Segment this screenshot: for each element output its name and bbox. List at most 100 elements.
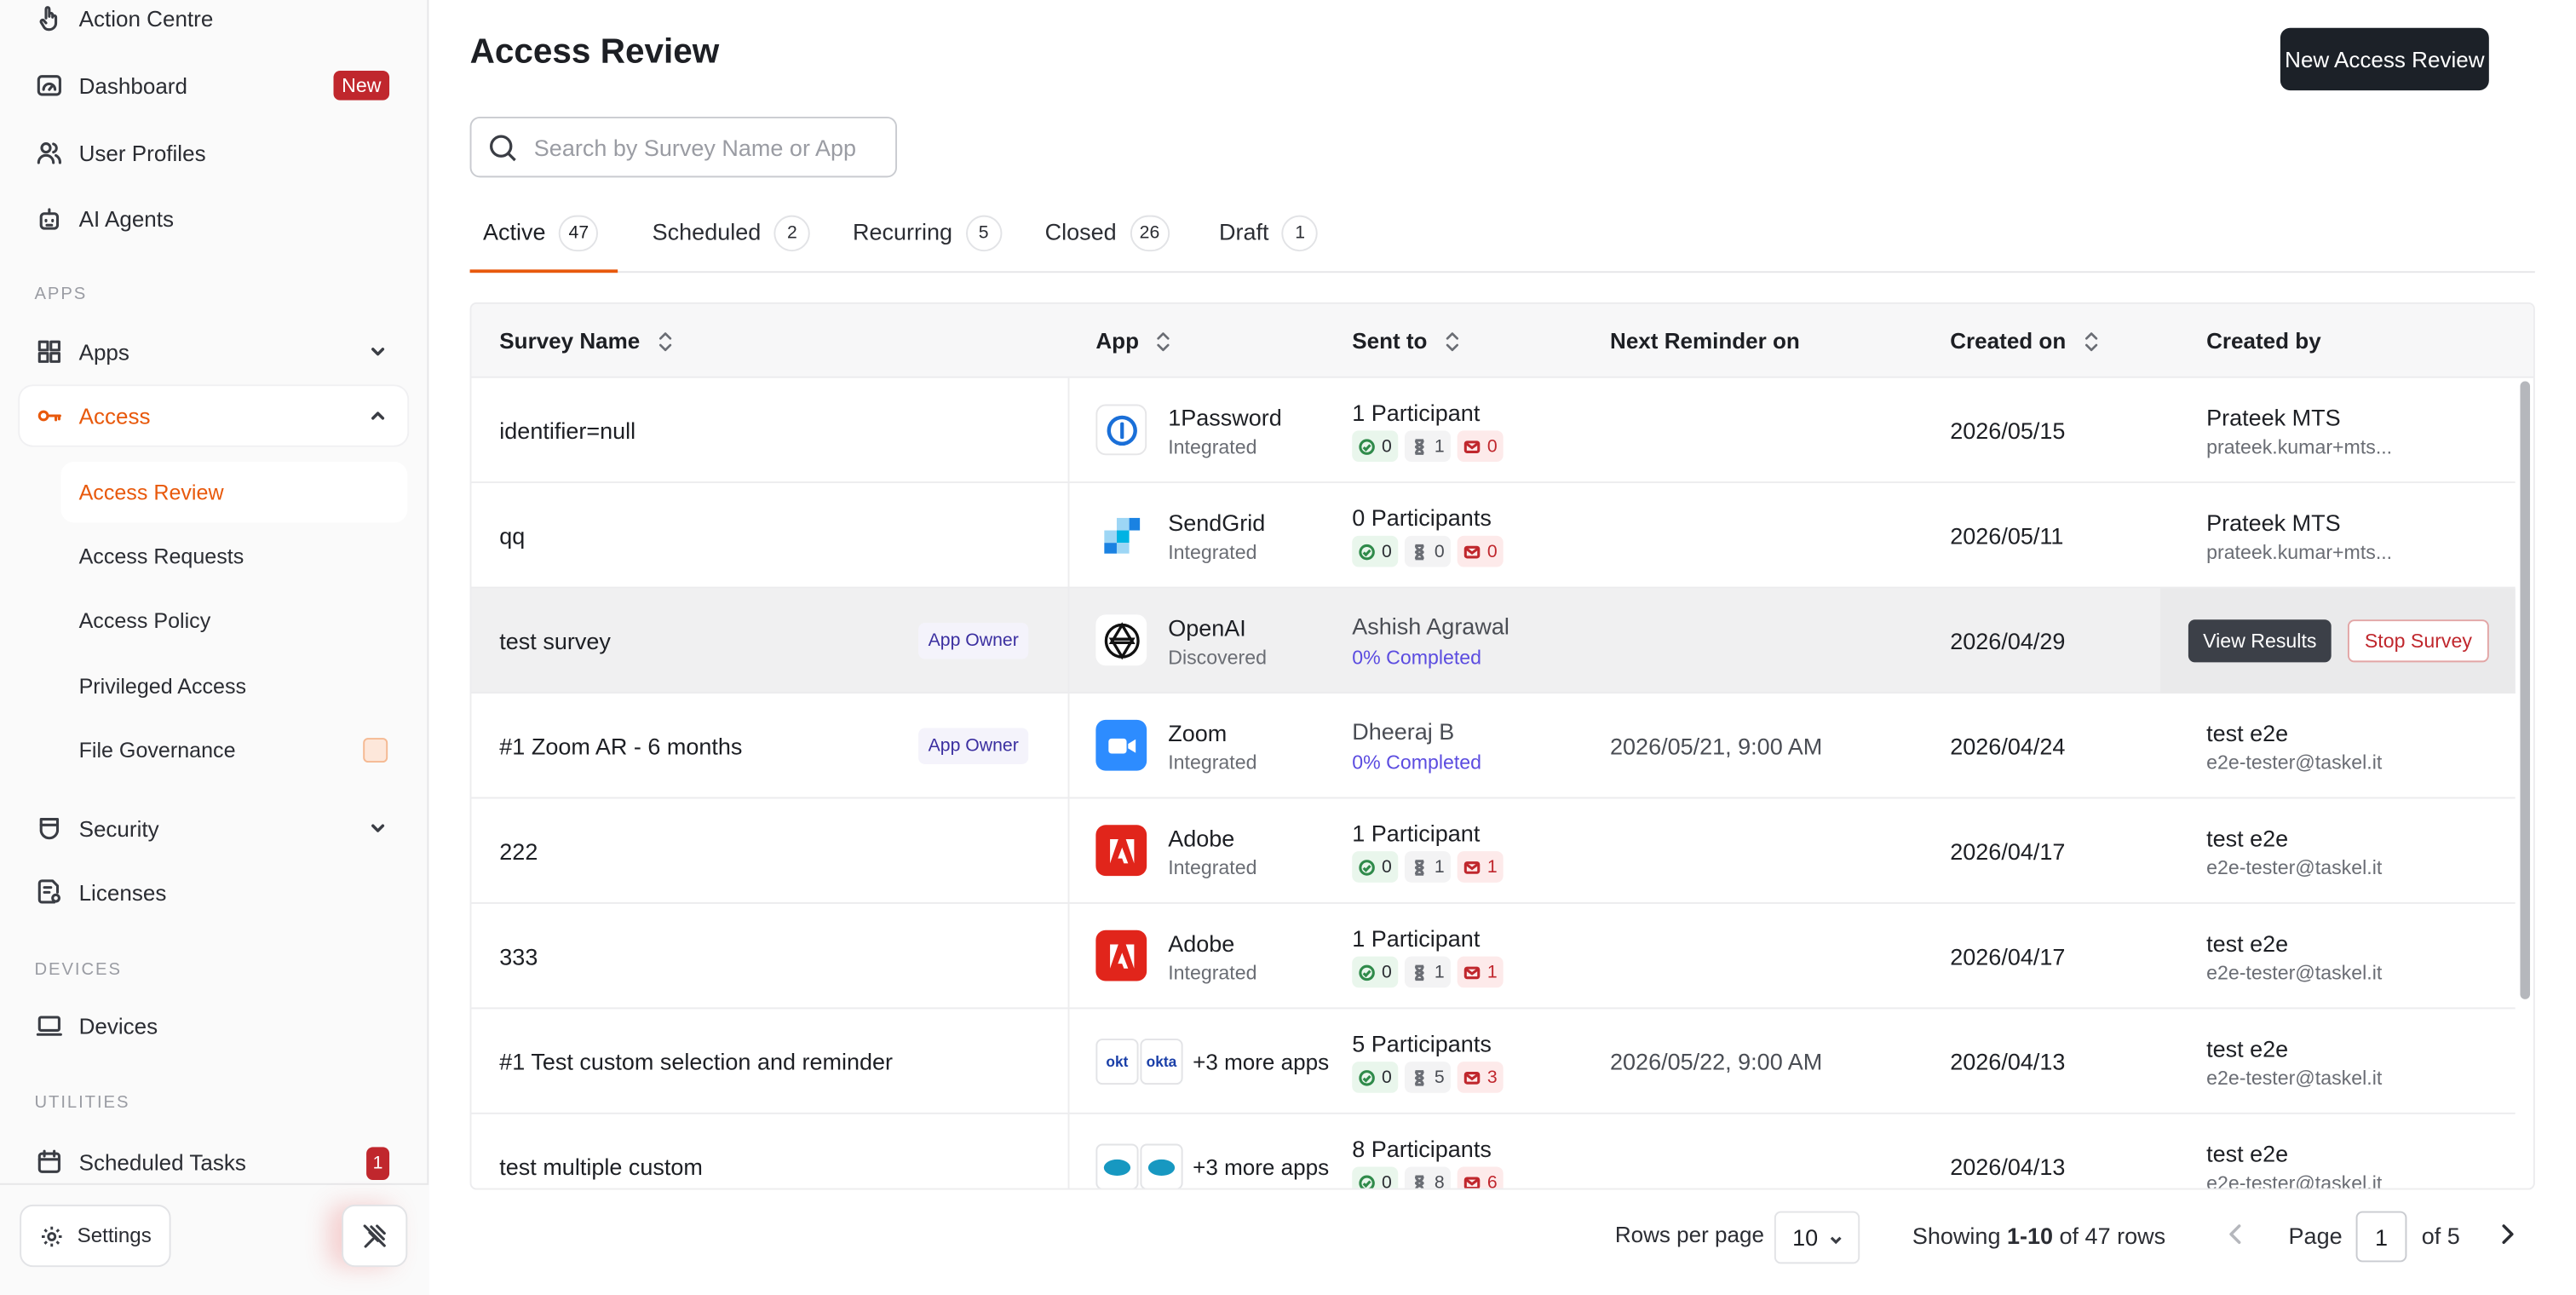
page-label: Page bbox=[2288, 1223, 2343, 1249]
table-row[interactable]: #1 Zoom AR - 6 months App Owner Zoom Inte… bbox=[471, 693, 2516, 799]
created-on: 2026/04/24 bbox=[1950, 733, 2066, 760]
participants-count: 1 Participant bbox=[1352, 399, 1481, 426]
sidebar-item-security[interactable]: Security bbox=[20, 798, 407, 857]
check-icon bbox=[1359, 1069, 1375, 1085]
column-sent-to[interactable]: Sent to bbox=[1352, 304, 1460, 378]
sidebar-footer: Settings bbox=[0, 1183, 429, 1295]
page-number-input[interactable]: 1 bbox=[2355, 1211, 2407, 1263]
chevron-down-icon bbox=[1830, 1236, 1842, 1245]
creator-email: e2e-tester@taskel.it bbox=[2206, 855, 2383, 878]
next-page-button[interactable] bbox=[2496, 1219, 2522, 1252]
survey-name: identifier=null bbox=[499, 417, 636, 444]
recipient-name: Ashish Agrawal bbox=[1352, 613, 1509, 640]
table-row[interactable]: qq SendGrid Integrated 0 Participants 0 0… bbox=[471, 483, 2516, 589]
creator-name: Prateek MTS bbox=[2206, 508, 2341, 535]
sidebar-item-licenses[interactable]: Licenses bbox=[20, 863, 407, 922]
okta-logo-icon: okt bbox=[1095, 1039, 1139, 1085]
survey-name: test multiple custom bbox=[499, 1154, 703, 1180]
table-row[interactable]: 222 Adobe Integrated 1 Participant 0 1 1 … bbox=[471, 798, 2516, 904]
hourglass-icon bbox=[1415, 964, 1424, 981]
mail-icon bbox=[1464, 440, 1481, 453]
reminder-chip: 6 bbox=[1458, 1166, 1504, 1189]
completed-chip: 0 bbox=[1352, 956, 1399, 988]
new-access-review-button[interactable]: New Access Review bbox=[2280, 27, 2489, 91]
stop-survey-button[interactable]: Stop Survey bbox=[2347, 619, 2489, 663]
license-icon bbox=[36, 879, 62, 906]
sidebar: Action Centre Dashboard New User Profile… bbox=[0, 0, 429, 1295]
count-badge: 1 bbox=[366, 1147, 390, 1180]
page-title: Access Review bbox=[469, 32, 720, 71]
sidebar-item-dashboard[interactable]: Dashboard New bbox=[20, 56, 407, 115]
participants-count: 5 Participants bbox=[1352, 1030, 1492, 1057]
more-apps-link[interactable]: +3 more apps bbox=[1193, 1154, 1330, 1179]
column-divider bbox=[1067, 588, 1070, 694]
tab-active[interactable]: Active 47 bbox=[469, 214, 618, 273]
devices-section-label: DEVICES bbox=[34, 959, 122, 980]
table-header: Survey Name App Sent to Next Reminder on… bbox=[471, 303, 2533, 378]
table-row[interactable]: identifier=null 1Password Integrated 1 Pa… bbox=[471, 377, 2516, 484]
completed-chip: 0 bbox=[1352, 535, 1399, 567]
tab-closed[interactable]: Closed 26 bbox=[1045, 214, 1170, 273]
pending-chip: 8 bbox=[1405, 1166, 1452, 1189]
sidebar-item-label: Devices bbox=[78, 1013, 158, 1039]
app-status: Integrated bbox=[1168, 539, 1257, 563]
sort-icon[interactable] bbox=[1155, 330, 1171, 353]
robot-icon bbox=[36, 205, 62, 232]
previous-page-button[interactable] bbox=[2224, 1219, 2251, 1252]
column-app[interactable]: App bbox=[1095, 304, 1171, 378]
table-scrollbar[interactable] bbox=[2520, 381, 2531, 999]
rows-per-page-select[interactable]: 10 bbox=[1774, 1211, 1860, 1264]
sidebar-item-label: Access bbox=[78, 403, 151, 429]
sidebar-item-ai-agents[interactable]: AI Agents bbox=[20, 189, 407, 248]
table-row[interactable]: test survey App Owner OpenAI Discovered A… bbox=[471, 588, 2516, 694]
sort-icon[interactable] bbox=[1444, 330, 1460, 353]
view-results-button[interactable]: View Results bbox=[2188, 619, 2332, 663]
sidebar-item-devices[interactable]: Devices bbox=[20, 996, 407, 1055]
tab-scheduled[interactable]: Scheduled 2 bbox=[653, 214, 811, 273]
tab-draft[interactable]: Draft 1 bbox=[1219, 214, 1319, 273]
column-divider bbox=[1067, 1114, 1070, 1189]
key-icon bbox=[36, 403, 62, 429]
settings-button[interactable]: Settings bbox=[20, 1204, 171, 1268]
sidebar-item-apps[interactable]: Apps bbox=[20, 322, 407, 381]
mail-icon bbox=[1464, 860, 1481, 873]
mail-icon bbox=[1464, 1071, 1481, 1084]
created-on: 2026/04/13 bbox=[1950, 1154, 2066, 1180]
salesforce-logo-icon bbox=[1095, 1143, 1139, 1189]
sidebar-item-action-centre[interactable]: Action Centre bbox=[20, 0, 407, 48]
unpin-sidebar-button[interactable] bbox=[342, 1204, 408, 1268]
sidebar-item-file-governance[interactable]: File Governance bbox=[60, 720, 407, 780]
sidebar-item-scheduled-tasks[interactable]: Scheduled Tasks 1 bbox=[20, 1132, 407, 1191]
sort-icon[interactable] bbox=[657, 330, 673, 353]
tab-recurring[interactable]: Recurring 5 bbox=[853, 214, 1002, 273]
sidebar-item-access-review[interactable]: Access Review bbox=[60, 462, 408, 523]
sidebar-item-access-policy[interactable]: Access Policy bbox=[78, 607, 211, 633]
apps-section-label: APPS bbox=[34, 284, 88, 304]
search-box[interactable] bbox=[469, 116, 898, 178]
table-row[interactable]: 333 Adobe Integrated 1 Participant 0 1 1 … bbox=[471, 903, 2516, 1010]
created-on: 2026/04/13 bbox=[1950, 1048, 2066, 1075]
completion-progress: 0% Completed bbox=[1352, 751, 1482, 774]
column-divider bbox=[1067, 483, 1070, 589]
hourglass-icon bbox=[1415, 438, 1424, 454]
sidebar-item-privileged-access[interactable]: Privileged Access bbox=[78, 673, 247, 699]
sidebar-item-access[interactable]: Access bbox=[20, 386, 408, 446]
more-apps-link[interactable]: +3 more apps bbox=[1193, 1049, 1330, 1074]
sidebar-item-access-requests[interactable]: Access Requests bbox=[78, 544, 244, 569]
creator-name: test e2e bbox=[2206, 929, 2289, 956]
pending-chip: 1 bbox=[1405, 430, 1452, 463]
table-row[interactable]: #1 Test custom selection and reminder ok… bbox=[471, 1009, 2516, 1114]
survey-name: #1 Test custom selection and reminder bbox=[499, 1048, 894, 1075]
column-created-on[interactable]: Created on bbox=[1950, 304, 2099, 378]
rows-per-page-label: Rows per page bbox=[1614, 1223, 1764, 1248]
tab-bar: Active 47 Scheduled 2 Recurring 5 Closed 26 … bbox=[469, 214, 2535, 273]
table-row[interactable]: test multiple custom +3 more apps 8 Part… bbox=[472, 1114, 2516, 1189]
sidebar-item-user-profiles[interactable]: User Profiles bbox=[20, 124, 407, 182]
grid-icon bbox=[36, 338, 62, 365]
column-survey-name[interactable]: Survey Name bbox=[499, 304, 673, 378]
search-icon bbox=[490, 134, 516, 161]
column-divider bbox=[1067, 377, 1070, 484]
hourglass-icon bbox=[1415, 1069, 1424, 1085]
sort-icon[interactable] bbox=[2083, 330, 2099, 353]
search-input[interactable] bbox=[533, 134, 879, 161]
